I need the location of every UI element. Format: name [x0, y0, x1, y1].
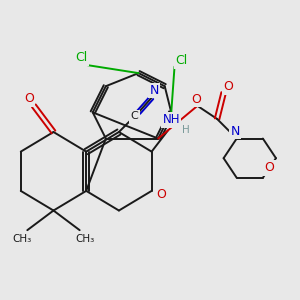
- Text: C: C: [131, 111, 139, 121]
- Text: Cl: Cl: [75, 51, 87, 64]
- Text: N: N: [150, 84, 159, 97]
- Text: CH₃: CH₃: [13, 234, 32, 244]
- Text: NH: NH: [163, 113, 180, 126]
- Text: O: O: [157, 188, 166, 201]
- Text: CH₃: CH₃: [75, 234, 94, 244]
- Text: O: O: [24, 92, 34, 105]
- Text: N: N: [230, 125, 240, 138]
- Text: O: O: [191, 93, 201, 106]
- Text: H: H: [182, 125, 190, 135]
- Text: Cl: Cl: [175, 54, 187, 67]
- Text: O: O: [224, 80, 233, 93]
- Text: O: O: [265, 161, 275, 175]
